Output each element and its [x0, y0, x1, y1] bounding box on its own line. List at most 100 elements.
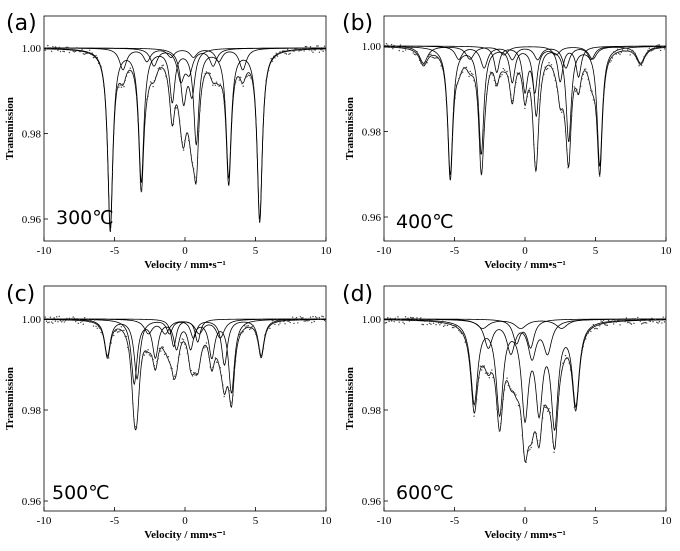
- y-tick-label: 1.00: [22, 314, 42, 326]
- data-point: [184, 139, 186, 142]
- data-point: [205, 342, 208, 344]
- data-point: [219, 367, 222, 369]
- data-point: [200, 93, 203, 96]
- data-point: [534, 431, 536, 433]
- data-point: [481, 369, 483, 371]
- data-point: [614, 319, 616, 322]
- data-point: [514, 86, 516, 89]
- x-tick-label: 10: [321, 245, 333, 257]
- data-point: [512, 390, 515, 393]
- data-point: [175, 373, 177, 376]
- data-point: [642, 61, 644, 63]
- data-point: [264, 334, 266, 336]
- data-point: [482, 153, 484, 155]
- data-point: [401, 45, 403, 48]
- data-point: [259, 219, 261, 221]
- data-point: [548, 62, 550, 64]
- data-point: [143, 354, 145, 356]
- data-point: [285, 319, 288, 322]
- data-point: [124, 79, 126, 82]
- data-point: [545, 68, 548, 71]
- subspectrum-line-4: [384, 45, 666, 95]
- data-point: [170, 114, 172, 116]
- data-point: [393, 320, 395, 323]
- data-point: [547, 410, 549, 413]
- data-point: [630, 51, 633, 53]
- data-point: [409, 316, 412, 319]
- data-point: [659, 319, 662, 321]
- data-point: [57, 321, 59, 323]
- data-point: [661, 46, 663, 48]
- data-point: [639, 320, 642, 322]
- data-point: [248, 328, 251, 331]
- data-point: [208, 72, 210, 74]
- data-point: [128, 71, 130, 74]
- x-axis-label: Velocity / mm•s⁻¹: [484, 259, 566, 271]
- data-point: [571, 115, 573, 117]
- data-point: [116, 87, 119, 89]
- data-point: [484, 372, 487, 374]
- data-point: [251, 325, 253, 328]
- data-point: [522, 96, 525, 98]
- data-point: [384, 322, 386, 324]
- data-point: [403, 46, 405, 48]
- data-point: [243, 324, 246, 327]
- data-point: [497, 420, 499, 423]
- data-point: [645, 322, 648, 324]
- data-point: [403, 322, 405, 325]
- data-point: [95, 54, 97, 57]
- data-point: [143, 135, 145, 137]
- data-point: [48, 47, 50, 49]
- data-point: [422, 323, 425, 326]
- data-point: [174, 107, 176, 109]
- data-point: [91, 52, 93, 54]
- data-point: [284, 52, 286, 55]
- data-point: [209, 72, 211, 75]
- data-point: [474, 405, 477, 407]
- data-point: [539, 439, 541, 442]
- data-point: [557, 91, 559, 93]
- data-point: [290, 50, 293, 52]
- data-point: [394, 46, 397, 48]
- data-point: [47, 322, 49, 324]
- data-point: [507, 384, 510, 387]
- data-point: [67, 46, 69, 49]
- x-tick-label: 0: [182, 245, 188, 257]
- data-point: [102, 337, 105, 340]
- data-point: [573, 406, 576, 408]
- data-point: [444, 78, 446, 81]
- data-point: [435, 324, 437, 326]
- data-point: [435, 57, 437, 59]
- data-point: [530, 446, 532, 449]
- data-point: [555, 424, 558, 427]
- data-point: [123, 329, 125, 332]
- data-point: [322, 50, 324, 52]
- data-point: [571, 376, 573, 378]
- data-point: [445, 322, 447, 325]
- data-point: [583, 68, 586, 71]
- data-point: [304, 45, 307, 48]
- data-point: [154, 76, 157, 78]
- data-point: [398, 49, 400, 52]
- data-point: [58, 46, 60, 49]
- data-point: [578, 372, 581, 374]
- data-point: [309, 46, 312, 48]
- data-point: [119, 330, 121, 332]
- data-point: [628, 50, 630, 52]
- data-point: [651, 50, 653, 52]
- data-point: [592, 323, 595, 326]
- data-point: [109, 228, 111, 230]
- data-point: [222, 384, 224, 386]
- data-point: [294, 48, 296, 50]
- data-point: [252, 85, 255, 87]
- data-point: [120, 326, 123, 328]
- subspectrum-line-4: [44, 47, 326, 107]
- data-point: [411, 317, 413, 319]
- x-tick-label: 10: [661, 515, 673, 527]
- x-tick-label: 10: [661, 245, 673, 257]
- data-point: [618, 319, 620, 321]
- data-point: [656, 321, 658, 324]
- data-point: [213, 82, 215, 84]
- data-point: [203, 347, 205, 349]
- data-point: [129, 67, 131, 69]
